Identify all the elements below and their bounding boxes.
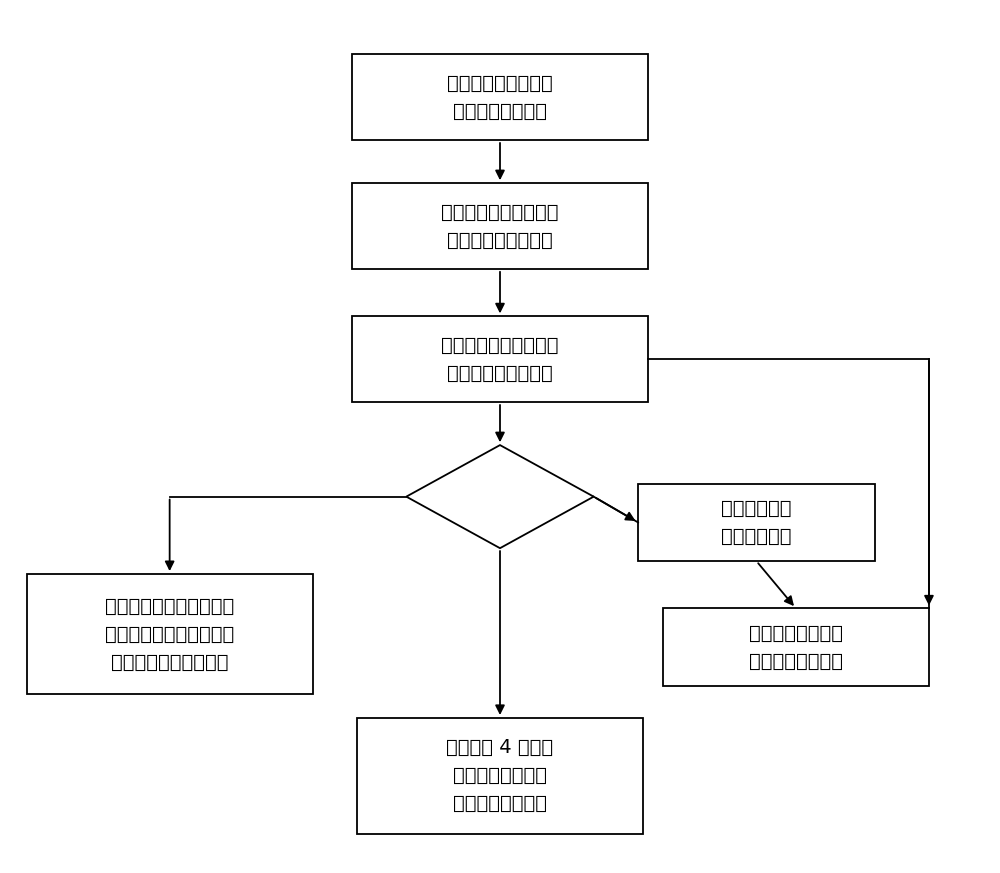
Bar [357,718,643,834]
Bar [663,608,929,685]
Polygon shape [406,445,594,548]
Text: 将记录的日志存储在对
应类别的日志文件中: 将记录的日志存储在对 应类别的日志文件中 [441,336,559,382]
Text: 分别提取 4 种日志
中的所有信息，生
成对应的日志报表: 分别提取 4 种日志 中的所有信息，生 成对应的日志报表 [446,739,554,814]
Bar [27,574,313,694]
Text: 部分截取操作日志中的连
续操作过程，根据该连续
操作过程生成脚本文件: 部分截取操作日志中的连 续操作过程，根据该连续 操作过程生成脚本文件 [105,596,234,671]
Text: 将数控系统的信息分
为六大类日志文件: 将数控系统的信息分 为六大类日志文件 [447,73,553,120]
Bar [352,183,648,269]
Bar [638,484,875,561]
Bar [352,316,648,402]
Text: 将日志文件导
出为文本文件: 将日志文件导 出为文本文件 [721,498,792,546]
Text: 在数控系统开机时对日
志文件进行容量管理: 在数控系统开机时对日 志文件进行容量管理 [441,203,559,250]
Text: 将日志文件以列表
的形式显示给用户: 将日志文件以列表 的形式显示给用户 [749,623,843,670]
Bar [352,54,648,140]
